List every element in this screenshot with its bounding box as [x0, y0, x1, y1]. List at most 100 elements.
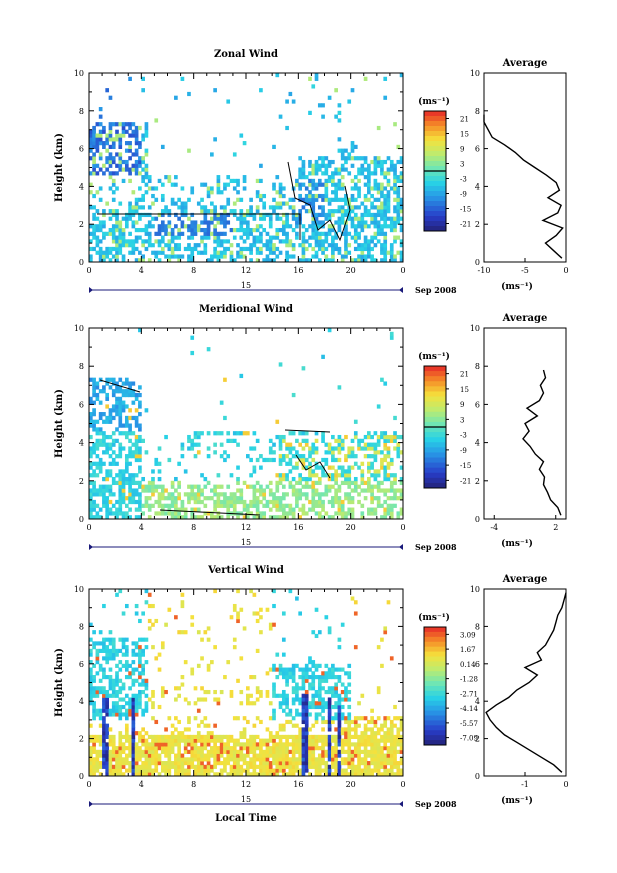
heatmap-cell [347, 727, 352, 732]
heatmap-cell [396, 738, 401, 743]
heatmap-cell [396, 454, 401, 459]
heatmap-cell [334, 716, 338, 721]
heatmap-cell [252, 492, 257, 497]
heatmap-cell [210, 254, 214, 259]
heatmap-cell [154, 457, 159, 463]
heatmap-cell [275, 772, 280, 777]
heatmap-cell [108, 408, 113, 413]
heatmap-cell [383, 626, 388, 631]
heatmap-cell [249, 738, 253, 743]
heatmap-cell [174, 476, 178, 482]
heatmap-cell [288, 239, 293, 244]
heatmap-cell [190, 258, 195, 263]
heatmap-cell [174, 734, 178, 739]
heatmap-cell [121, 682, 126, 687]
profile-x-tick-label: 0 [563, 266, 568, 275]
heatmap-cell [246, 235, 250, 240]
heatmap-cell [357, 156, 361, 161]
heatmap-cell [223, 761, 227, 766]
heatmap-cell [259, 235, 263, 240]
heatmap-cell [98, 761, 103, 766]
heatmap-cell [399, 159, 404, 165]
colorbar-segment [424, 196, 446, 202]
heatmap-cell [386, 496, 391, 501]
heatmap-cell [196, 731, 201, 736]
heatmap-cell [223, 742, 227, 747]
heatmap-cell [285, 757, 289, 762]
heatmap-cell [301, 438, 306, 443]
heatmap-cell [331, 235, 335, 240]
heatmap-cell [373, 742, 378, 747]
heatmap-cell [121, 663, 126, 668]
heatmap-cell [393, 723, 397, 728]
heatmap-cell [134, 753, 139, 758]
heatmap-cell [337, 675, 342, 680]
heatmap-cell [311, 723, 316, 728]
heatmap-cell [138, 746, 142, 751]
heatmap-cell [89, 622, 93, 627]
heatmap-cell [134, 235, 139, 240]
heatmap-cell [386, 511, 391, 516]
heatmap-cell [92, 689, 96, 695]
heatmap-cell [285, 701, 289, 706]
month-label: Sep 2008 [415, 799, 457, 809]
heatmap-cell [399, 511, 404, 516]
heatmap-cell [334, 193, 338, 199]
heatmap-cell [92, 499, 96, 505]
heatmap-cell [138, 480, 142, 486]
heatmap-cell [115, 396, 119, 401]
heatmap-cell [131, 190, 136, 195]
heatmap-cell [298, 457, 302, 463]
heatmap-cell [298, 167, 302, 172]
heatmap-cell [213, 137, 217, 142]
heatmap-cell [144, 129, 149, 134]
heatmap-cell [200, 738, 204, 743]
heatmap-cell [291, 686, 296, 691]
heatmap-cell [190, 224, 195, 229]
heatmap-cell [131, 671, 136, 676]
heatmap-cell [386, 446, 391, 451]
heatmap-cell [337, 704, 342, 710]
heatmap-cell [321, 246, 325, 252]
heatmap-cell [124, 667, 129, 672]
heatmap-cell [144, 163, 149, 168]
heatmap-cell [128, 507, 132, 512]
heatmap-cell [275, 205, 280, 210]
heatmap-cell [291, 742, 296, 747]
heatmap-cell [265, 757, 270, 762]
heatmap-cell [278, 362, 283, 367]
heatmap-cell [229, 749, 234, 754]
heatmap-cell [301, 454, 306, 459]
heatmap-cell [367, 480, 371, 486]
heatmap-cell [291, 764, 296, 769]
heatmap-cell [295, 757, 299, 762]
heatmap-cell [380, 209, 384, 214]
heatmap-cell [255, 772, 260, 777]
heatmap-cell [344, 761, 348, 766]
heatmap-cell [376, 686, 381, 691]
heatmap-cell [92, 427, 96, 432]
heatmap-cell [134, 220, 139, 225]
heatmap-cell [92, 129, 96, 134]
heatmap-cell [383, 254, 388, 259]
heatmap-cell [121, 231, 126, 236]
heatmap-cell [89, 205, 93, 210]
heatmap-cell [180, 768, 185, 773]
heatmap-cell [288, 446, 293, 451]
heatmap-cell [157, 212, 162, 218]
heatmap-cell [272, 197, 276, 202]
heatmap-cell [196, 697, 201, 702]
heatmap-cell [138, 757, 142, 762]
heatmap-cell [213, 742, 217, 747]
heatmap-cell [118, 235, 123, 240]
heatmap-cell [383, 734, 388, 739]
heatmap-cell [357, 738, 361, 743]
heatmap-cell [121, 757, 126, 762]
heatmap-cell [236, 589, 240, 594]
heatmap-cell [210, 749, 214, 754]
heatmap-cell [344, 738, 348, 743]
heatmap-cell [288, 205, 293, 210]
heatmap-cell [180, 499, 185, 505]
heatmap-cell [236, 190, 240, 195]
heatmap-cell [128, 515, 132, 520]
